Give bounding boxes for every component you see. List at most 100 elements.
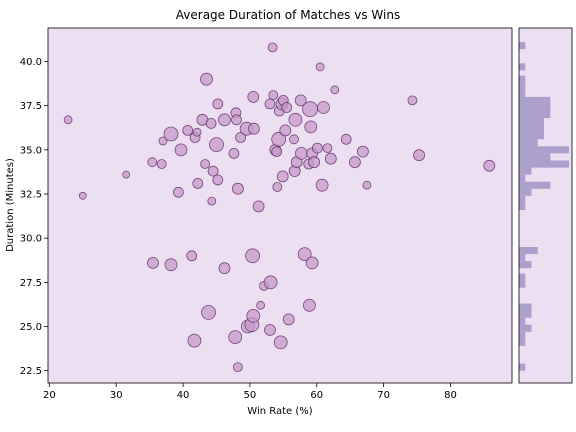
data-point [279, 124, 292, 137]
histogram-bar [519, 75, 526, 83]
data-point [158, 136, 168, 146]
y-tick-label: 30.0 [20, 234, 42, 245]
histogram-bar [519, 247, 538, 255]
data-point [247, 122, 260, 135]
data-point [246, 308, 261, 323]
data-point [356, 145, 369, 158]
x-tick: 50 [244, 383, 256, 401]
y-axis-ticks: 22.5 25.0 27.5 30.0 32.5 35.0 37.5 40.0 [20, 57, 48, 377]
data-point [294, 146, 308, 160]
histogram-bar [519, 146, 569, 154]
histogram-bar [519, 139, 538, 147]
data-point [268, 90, 279, 100]
data-point [218, 113, 231, 127]
histogram-bar [519, 331, 526, 339]
histogram-bar [519, 181, 551, 189]
data-point [78, 191, 87, 200]
histogram-bar [519, 310, 532, 318]
histogram-bar [519, 167, 532, 175]
histogram-bar [519, 324, 532, 332]
data-point [322, 143, 333, 154]
histogram-bar [519, 261, 532, 269]
histogram-bar [519, 195, 526, 203]
x-tick: 20 [43, 383, 56, 401]
chart-title: Average Duration of Matches vs Wins [176, 8, 400, 22]
y-tick-label: 25.0 [20, 322, 42, 333]
data-point [407, 95, 418, 106]
data-point [182, 124, 194, 136]
data-point [304, 120, 318, 134]
x-tick-label: 20 [43, 390, 56, 401]
data-point [413, 149, 426, 162]
plot-area [48, 28, 512, 383]
data-point [245, 248, 261, 264]
data-point [122, 170, 131, 179]
data-point [267, 42, 278, 53]
data-point [207, 165, 219, 177]
data-point [207, 196, 217, 206]
y-tick: 30.0 [20, 234, 48, 245]
marginal-histogram-frame [518, 27, 573, 384]
y-tick: 25.0 [20, 322, 48, 333]
data-point [172, 186, 184, 198]
data-point [281, 102, 293, 113]
data-point [271, 131, 287, 147]
histogram-bar [519, 118, 544, 126]
data-point [272, 182, 283, 192]
y-tick: 22.5 [20, 366, 48, 377]
data-point [264, 324, 276, 336]
histogram-bar [519, 63, 526, 71]
data-point [212, 174, 224, 186]
data-point [212, 98, 224, 110]
data-point [256, 300, 266, 310]
data-point [330, 85, 340, 95]
data-point [235, 132, 247, 143]
histogram-bar [519, 132, 544, 140]
data-point [288, 112, 303, 127]
data-point [483, 159, 496, 172]
data-point [263, 275, 278, 290]
data-point [317, 101, 330, 114]
x-tick: 30 [110, 383, 123, 401]
data-point [231, 114, 242, 126]
data-point [305, 256, 319, 270]
data-point [209, 137, 224, 153]
x-tick: 70 [377, 383, 390, 401]
data-point [205, 118, 217, 129]
histogram-bar [519, 96, 551, 104]
histogram-bar [519, 153, 551, 161]
data-point [228, 147, 240, 159]
histogram-bar [519, 363, 526, 371]
y-tick-label: 22.5 [20, 366, 42, 377]
data-point [289, 134, 299, 145]
histogram-bar [519, 254, 526, 262]
data-point [340, 133, 352, 145]
x-tick-label: 80 [444, 390, 457, 401]
data-point [164, 258, 178, 272]
histogram-bar [519, 82, 526, 90]
data-point [297, 247, 312, 262]
x-axis-ticks: 20 30 40 50 60 70 80 [43, 383, 457, 401]
y-tick-label: 40.0 [20, 57, 42, 68]
data-point [147, 256, 159, 269]
y-tick: 35.0 [20, 145, 48, 156]
data-point [200, 72, 213, 86]
histogram-bar [519, 338, 526, 346]
data-point [192, 177, 204, 189]
data-point [218, 262, 231, 275]
data-point [232, 362, 243, 373]
histogram-bar [519, 42, 526, 50]
data-point [282, 313, 295, 326]
data-point [276, 170, 289, 183]
histogram-bar [519, 317, 526, 325]
y-tick: 40.0 [20, 57, 48, 68]
histogram-bar [519, 125, 544, 133]
x-tick: 80 [444, 383, 457, 401]
histogram-bar [519, 202, 526, 210]
data-point [187, 333, 202, 348]
histogram-bar [519, 103, 551, 111]
y-axis-label: Duration (Minutes) [5, 158, 16, 252]
data-point [228, 330, 243, 345]
histogram-bar [519, 303, 532, 311]
x-tick-label: 70 [377, 390, 390, 401]
